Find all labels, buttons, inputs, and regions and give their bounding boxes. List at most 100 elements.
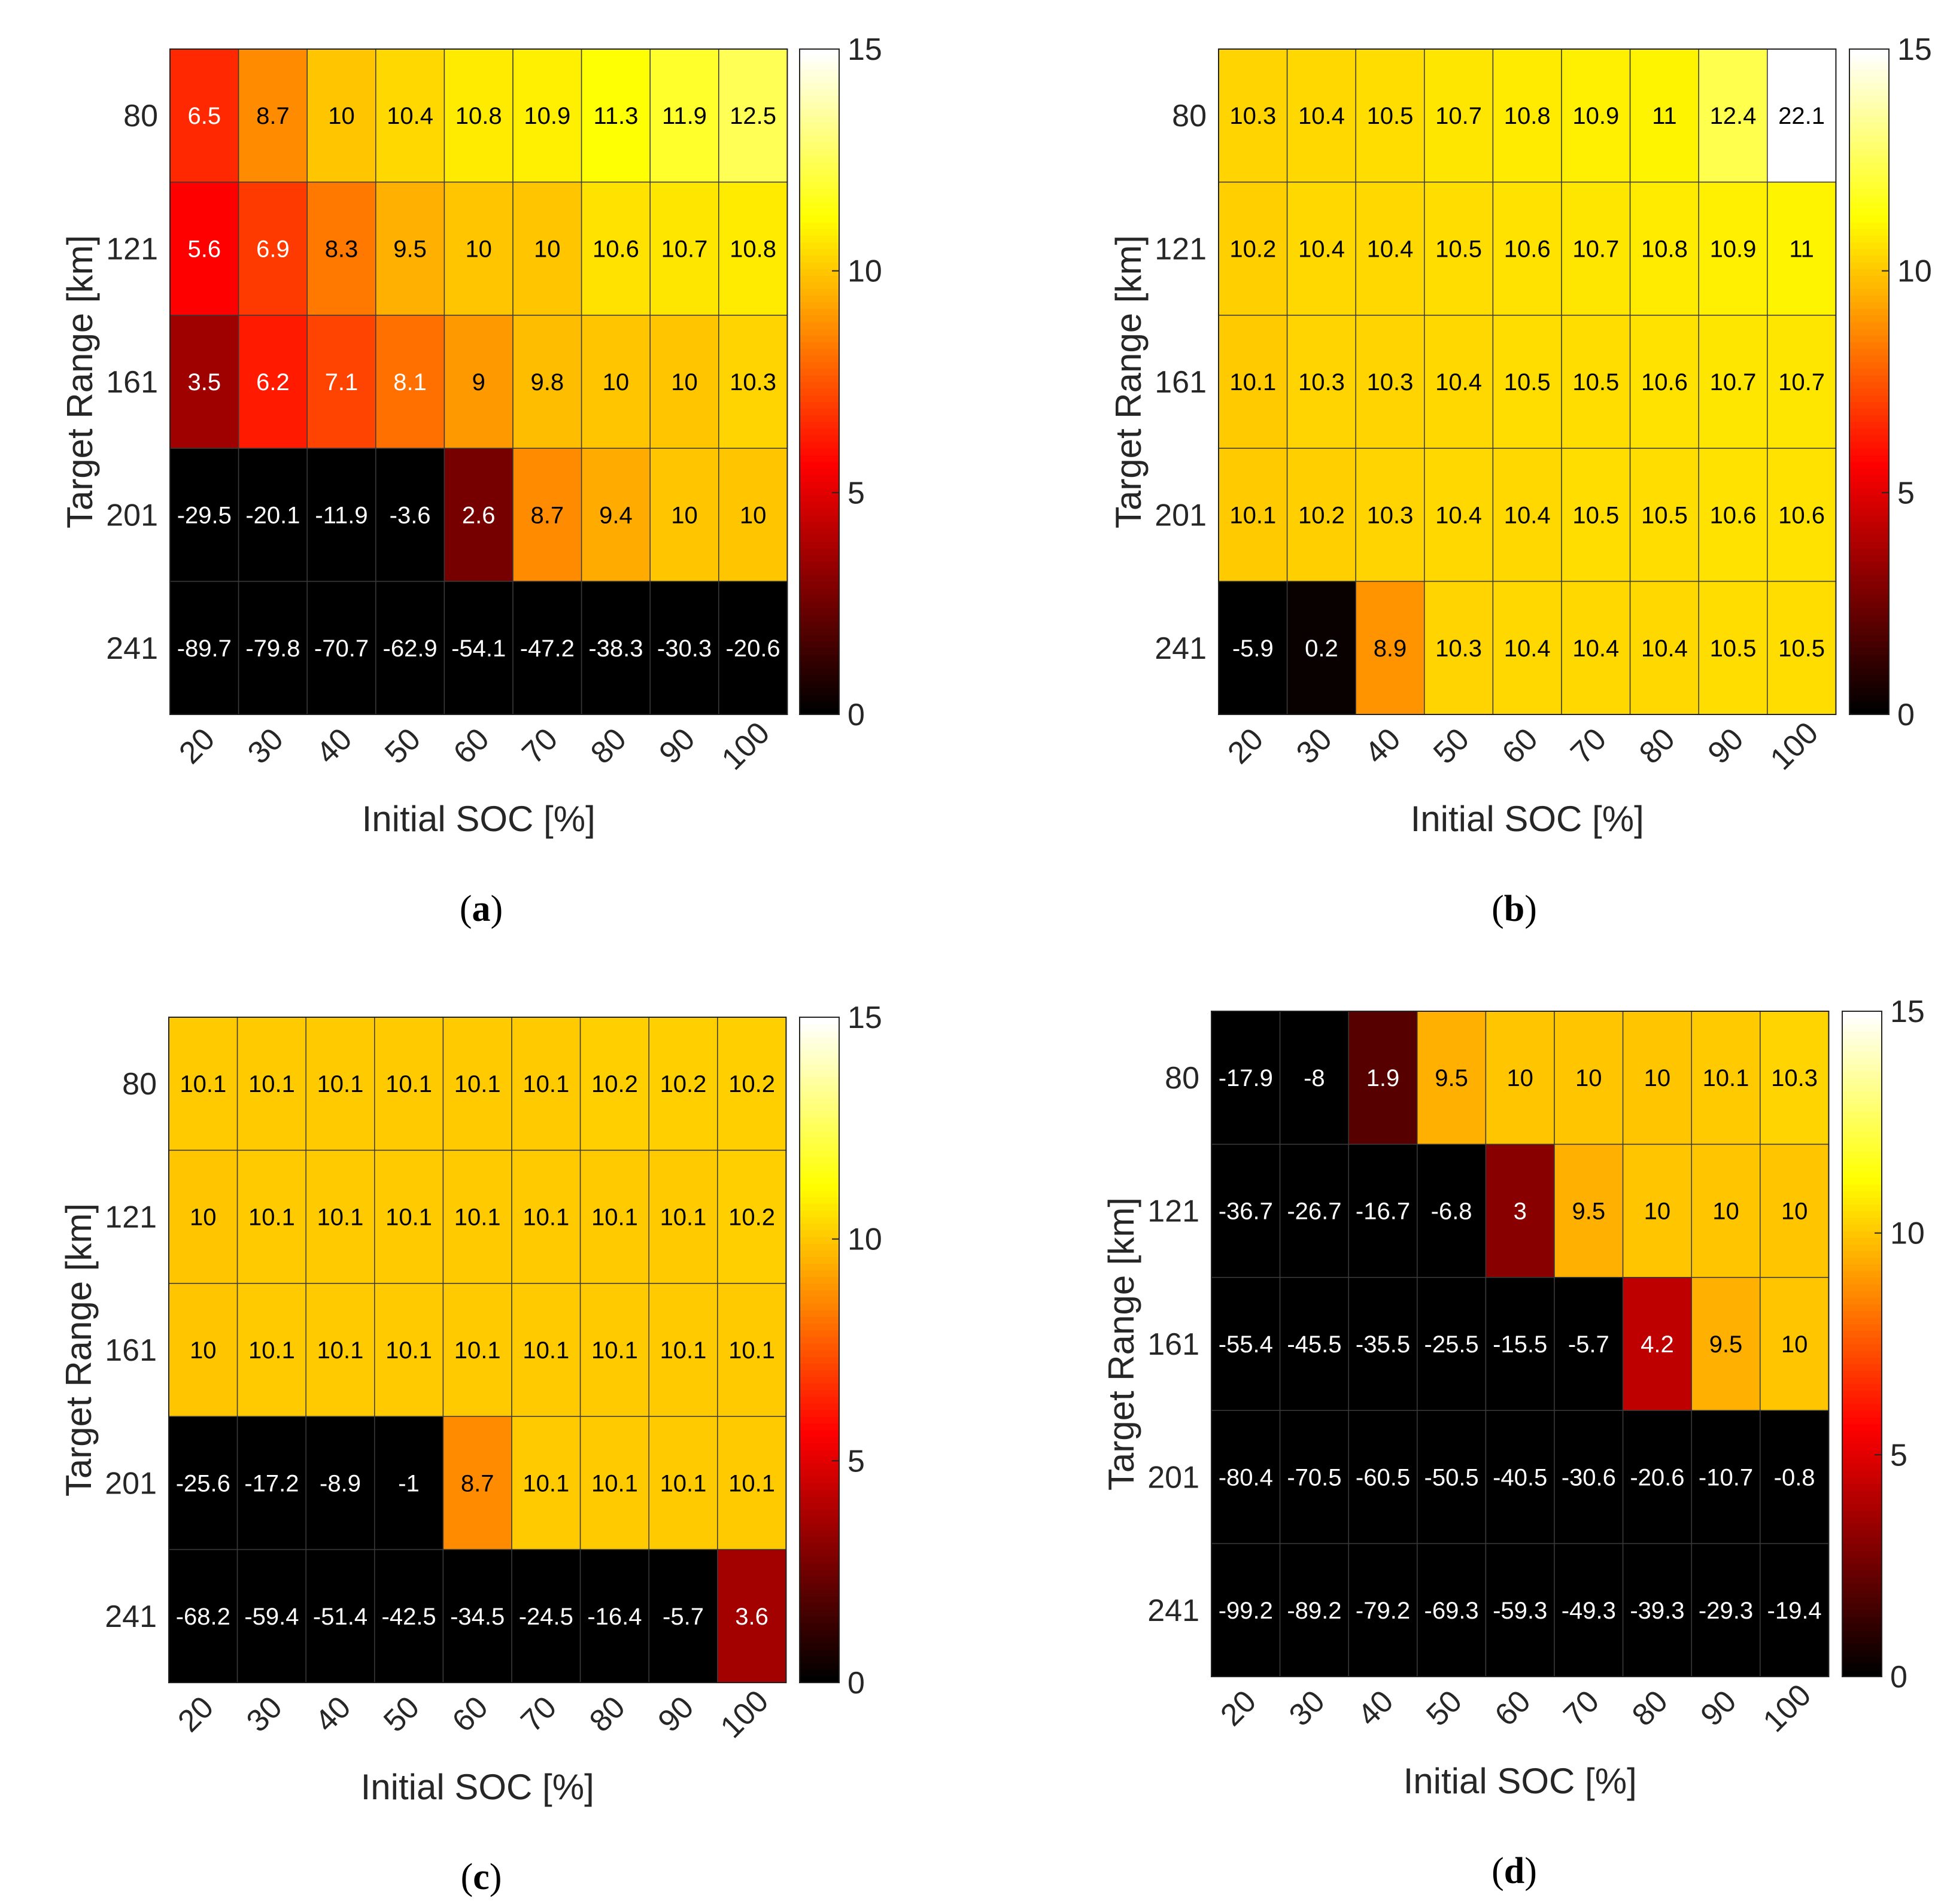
heatmap-cell: [375, 181, 445, 316]
heatmap-cell: [1622, 1011, 1692, 1145]
colorbar-segment: [800, 461, 839, 469]
cell-value-label: -11.9: [315, 502, 367, 528]
colorbar-segment: [1849, 674, 1889, 682]
colorbar-segment: [1842, 1078, 1882, 1085]
colorbar-segment: [800, 1030, 839, 1038]
heatmap-cell: [1211, 1277, 1281, 1411]
heatmap-cell: [168, 1017, 238, 1151]
colorbar-segment: [800, 1276, 839, 1284]
colorbar-segment: [1842, 1543, 1882, 1551]
x-tick-label: 20: [1221, 722, 1270, 771]
cell-value-label: -8: [1304, 1065, 1325, 1091]
heatmap-cell: [648, 1149, 718, 1284]
cell-value-label: 11: [1789, 236, 1814, 263]
colorbar-segment: [1849, 95, 1889, 103]
cell-value-label: -5.7: [1568, 1331, 1609, 1358]
colorbar-segment: [800, 1502, 839, 1510]
cell-value-label: 10.5: [1710, 635, 1757, 662]
heatmap-cell: [374, 1017, 444, 1151]
cell-value-label: 10.7: [661, 236, 708, 263]
colorbar-segment: [1849, 335, 1889, 342]
x-tick-label: 100: [1757, 1678, 1818, 1739]
colorbar-segment: [800, 1669, 839, 1677]
x-tick-label: 40: [1351, 1684, 1401, 1733]
cell-value-label: 10.5: [1367, 103, 1414, 129]
heatmap-cell: [1485, 1277, 1555, 1411]
colorbar-segment: [1842, 1084, 1882, 1092]
colorbar-segment: [800, 222, 839, 229]
colorbar-segment: [1849, 641, 1889, 649]
cell-value-label: 10.1: [248, 1337, 295, 1364]
colorbar-segment: [1842, 1051, 1882, 1059]
cell-value-label: -70.7: [314, 635, 369, 662]
heatmap-cell: [169, 48, 239, 183]
colorbar-segment: [800, 1283, 839, 1291]
colorbar-tick-label: 5: [848, 1444, 865, 1479]
colorbar-segment: [1849, 175, 1889, 183]
heatmap-cell: [1760, 1011, 1830, 1145]
colorbar-segment: [1842, 1370, 1882, 1378]
colorbar-segment: [1842, 1257, 1882, 1265]
colorbar-segment: [800, 402, 839, 409]
colorbar-segment: [1849, 707, 1889, 715]
y-tick-label: 80: [1172, 99, 1207, 133]
colorbar-segment: [800, 1190, 839, 1197]
colorbar-segment: [800, 588, 839, 595]
cell-value-label: 12.5: [730, 103, 776, 129]
colorbar-segment: [800, 1523, 839, 1530]
colorbar-segment: [1842, 1483, 1882, 1491]
colorbar-segment: [1849, 62, 1889, 69]
colorbar-segment: [800, 282, 839, 289]
cell-value-label: 10.3: [1367, 369, 1414, 396]
colorbar-segment: [1849, 355, 1889, 363]
cell-value-label: 10.3: [1367, 502, 1414, 528]
heatmap-cell: [649, 48, 719, 183]
colorbar-segment: [800, 321, 839, 329]
colorbar-segment: [800, 315, 839, 323]
heatmap-cell: [1348, 1143, 1418, 1278]
cell-value-label: 10.1: [523, 1071, 569, 1097]
colorbar-frame: [799, 48, 840, 715]
colorbar-segment: [800, 1463, 839, 1470]
cell-value-label: 10.1: [591, 1205, 638, 1231]
cell-value-label: -16.7: [1356, 1199, 1410, 1225]
y-tick-label: 161: [1147, 1327, 1199, 1362]
cell-value-label: 10.4: [1641, 635, 1688, 662]
colorbar-segment: [800, 1383, 839, 1391]
cell-value-label: -3.6: [390, 502, 431, 528]
colorbar-segment: [1849, 268, 1889, 276]
colorbar-segment: [800, 1389, 839, 1397]
colorbar-segment: [1849, 402, 1889, 409]
colorbar-segment: [800, 75, 839, 83]
heatmap-cell: [1417, 1543, 1487, 1677]
colorbar-segment: [1849, 188, 1889, 196]
cell-value-label: -54.1: [451, 635, 506, 662]
heatmap-cell: [648, 1017, 718, 1151]
colorbar-segment: [800, 1509, 839, 1517]
colorbar-segment: [1849, 375, 1889, 382]
cell-value-label: 3.5: [187, 369, 221, 396]
cell-value-label: 3.6: [735, 1604, 768, 1630]
colorbar-segment: [800, 1157, 839, 1164]
colorbar-segment: [800, 428, 839, 436]
colorbar-segment: [1842, 1064, 1882, 1072]
x-axis-label: Initial SOC [%]: [1404, 1761, 1637, 1801]
colorbar-segment: [1842, 1237, 1882, 1245]
colorbar-segment: [1842, 1018, 1882, 1025]
colorbar-segment: [1842, 1131, 1882, 1138]
colorbar-segment: [1842, 1197, 1882, 1205]
cell-value-label: -34.5: [450, 1604, 505, 1630]
cell-value-label: 10.5: [1504, 369, 1551, 396]
cell-value-label: -50.5: [1424, 1464, 1479, 1491]
cell-value-label: -68.2: [176, 1604, 230, 1630]
heatmap-cell: [1279, 1277, 1349, 1411]
colorbar-segment: [800, 56, 839, 63]
y-axis-label: Target Range [km]: [59, 1203, 99, 1497]
colorbar-segment: [1842, 1044, 1882, 1052]
colorbar-segment: [800, 169, 839, 176]
heatmap-cell: [717, 1017, 787, 1151]
heatmap-cell: [511, 1017, 581, 1151]
heatmap-cell: [1218, 181, 1288, 316]
colorbar-segment: [800, 1123, 839, 1131]
colorbar-segment: [800, 434, 839, 442]
